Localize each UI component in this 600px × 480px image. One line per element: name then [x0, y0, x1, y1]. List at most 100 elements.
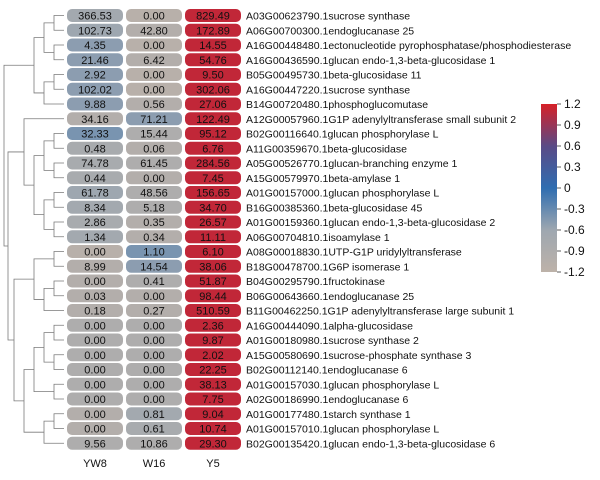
heatmap-cell — [185, 200, 241, 214]
row-label: A15G00579970.1beta-amylase 1 — [246, 173, 400, 185]
dendrogram-branch — [53, 162, 64, 179]
cell-value: 122.49 — [196, 114, 230, 126]
row-label: A16G00444090.1alpha-glucosidase — [246, 320, 413, 332]
heatmap-cell — [67, 274, 123, 288]
cell-value: 0.00 — [143, 365, 164, 377]
cell-value: 11.11 — [200, 232, 226, 244]
dendrogram-branch — [33, 155, 44, 216]
cell-value: 7.75 — [202, 394, 223, 406]
cell-value: 1.34 — [84, 232, 105, 244]
heatmap-cell — [185, 171, 241, 185]
heatmap-cell — [126, 53, 182, 67]
row-label: A01G00177480.1starch synthase 1 — [246, 409, 411, 421]
cell-value: 38.13 — [199, 379, 227, 391]
cell-value: 0.00 — [84, 424, 105, 436]
row-label: A06G00700300.1endoglucanase 25 — [246, 25, 414, 37]
heatmap-cell — [126, 186, 182, 199]
cell-value: 34.16 — [81, 114, 109, 126]
heatmap-cell — [185, 112, 241, 126]
heatmap-cell — [67, 304, 123, 317]
heatmap-cell — [185, 156, 241, 170]
row-label: A15G00580690.1sucrose-phosphate synthase… — [246, 350, 471, 362]
row-label: A16G00448480.1ectonucleotide pyrophospha… — [246, 40, 571, 52]
heatmap-cell — [185, 97, 241, 111]
cell-value: 0.00 — [84, 365, 105, 377]
cell-value: 0.00 — [143, 40, 164, 52]
cell-value: 510.59 — [196, 306, 230, 318]
cell-value: 0.00 — [143, 291, 164, 303]
heatmap-cell — [126, 230, 182, 244]
row-label: A05G00526770.1glucan-branching enzyme 1 — [246, 158, 457, 170]
cell-value: 29.30 — [199, 438, 227, 450]
cell-value: 156.65 — [196, 188, 230, 200]
row-label: B14G00720480.1phosphoglucomutase — [246, 99, 428, 111]
dendrogram-branch — [53, 15, 64, 31]
cell-value: 0.00 — [143, 379, 164, 391]
heatmap-cell — [185, 436, 241, 450]
cell-value: 61.45 — [140, 158, 168, 170]
heatmap-cell — [126, 245, 182, 258]
cell-value: 10.86 — [140, 438, 168, 450]
heatmap-cell — [67, 38, 123, 52]
cell-value: 54.76 — [199, 55, 227, 67]
cell-value: 9.87 — [202, 335, 223, 347]
heatmap-cell — [126, 289, 182, 303]
cell-value: 172.89 — [196, 25, 230, 37]
row-label: B05G00495730.1beta-glucosidase 11 — [246, 70, 422, 82]
cell-value: 0.81 — [143, 409, 164, 421]
row-dendrogram — [3, 15, 64, 444]
cell-value: 48.56 — [140, 188, 168, 200]
heatmap-cell — [67, 289, 123, 303]
heatmap-cell — [67, 422, 123, 435]
heatmap-cell — [126, 407, 182, 421]
cell-value: 6.76 — [202, 143, 223, 155]
row-label: A08G00018830.1UTP-G1P uridylyltransferas… — [246, 247, 462, 259]
heatmap-cell — [67, 436, 123, 450]
cell-value: 0.00 — [143, 335, 164, 347]
heatmap-cell — [185, 141, 241, 155]
cell-value: 0.00 — [143, 70, 164, 82]
dendrogram-branch — [53, 221, 64, 238]
heatmap-cell — [67, 333, 123, 347]
heatmap-cell — [185, 259, 241, 273]
dendrogram-branch — [53, 133, 64, 149]
color-scale-bar — [541, 104, 557, 272]
cell-value: 9.56 — [84, 438, 105, 450]
cell-value: 6.10 — [202, 247, 223, 259]
dendrogram-branch — [3, 64, 34, 247]
cell-value: 0.27 — [143, 306, 164, 318]
heatmap-cell — [126, 363, 182, 376]
heatmap-cell — [67, 82, 123, 96]
row-label: A01G00157010.1glucan phosphorylase L — [246, 424, 439, 436]
row-label: B04G00295790.1fructokinase — [246, 276, 385, 288]
heatmap-cell — [185, 127, 241, 140]
dendrogram-branch — [43, 22, 54, 53]
cell-value: 0.61 — [143, 424, 164, 436]
heatmap-cell — [67, 318, 123, 332]
row-label: A11G00359670.1beta-glucosidase — [246, 143, 407, 155]
heatmap-cell — [126, 38, 182, 52]
cell-value: 9.50 — [202, 70, 223, 82]
row-label: B11G00462250.1G1P adenylyltransferase la… — [246, 306, 514, 318]
cell-value: 302.06 — [196, 84, 230, 96]
cell-value: 6.42 — [143, 55, 164, 67]
cell-value: 27.06 — [199, 99, 227, 111]
cell-value: 38.06 — [199, 261, 227, 273]
row-label: A01G00180980.1sucrose synthase 2 — [246, 335, 419, 347]
cell-value: 0.06 — [143, 143, 164, 155]
heatmap-cell — [185, 9, 241, 22]
dendrogram-branch — [53, 74, 64, 90]
heatmap-cell — [67, 141, 123, 155]
cell-value: 8.34 — [84, 202, 105, 214]
color-scale-tick-label: 1.2 — [564, 97, 581, 111]
cell-value: 0.00 — [143, 173, 164, 185]
heatmap-cell — [67, 230, 123, 244]
heatmap-cell — [126, 348, 182, 362]
row-label: A12G00057960.1G1P adenylyltransferase sm… — [246, 114, 516, 126]
cell-value: 0.00 — [84, 350, 105, 362]
row-label: A02G00186990.1endoglucanase 6 — [246, 394, 408, 406]
row-label: B18G00478700.1G6P isomerase 1 — [246, 261, 409, 273]
heatmap-cell — [185, 245, 241, 258]
heatmap-cell — [67, 245, 123, 258]
